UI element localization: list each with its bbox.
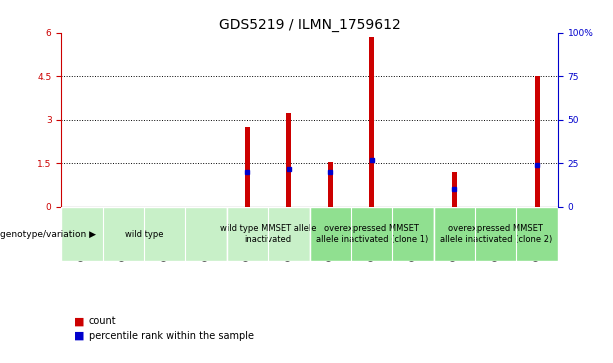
Bar (310, 207, 434, 261)
Text: overexpressed MMSET
allele inactivated (clone 2): overexpressed MMSET allele inactivated (… (440, 224, 552, 244)
Text: ■: ■ (74, 331, 88, 341)
Bar (452, 172, 457, 207)
Text: genotype/variation ▶: genotype/variation ▶ (0, 230, 96, 238)
Bar (245, 127, 250, 207)
Bar (328, 162, 333, 207)
Title: GDS5219 / ILMN_1759612: GDS5219 / ILMN_1759612 (219, 18, 400, 32)
Bar (369, 37, 374, 207)
Text: percentile rank within the sample: percentile rank within the sample (89, 331, 254, 341)
Bar (286, 113, 291, 207)
Text: ■: ■ (74, 316, 88, 326)
Bar (227, 207, 310, 261)
Text: wild type MMSET allele
inactivated: wild type MMSET allele inactivated (220, 224, 316, 244)
Text: count: count (89, 316, 116, 326)
Bar (434, 207, 558, 261)
Text: wild type: wild type (125, 230, 163, 238)
Bar (535, 76, 539, 207)
Text: overexpressed MMSET
allele inactivated (clone 1): overexpressed MMSET allele inactivated (… (316, 224, 428, 244)
Bar (61, 207, 227, 261)
